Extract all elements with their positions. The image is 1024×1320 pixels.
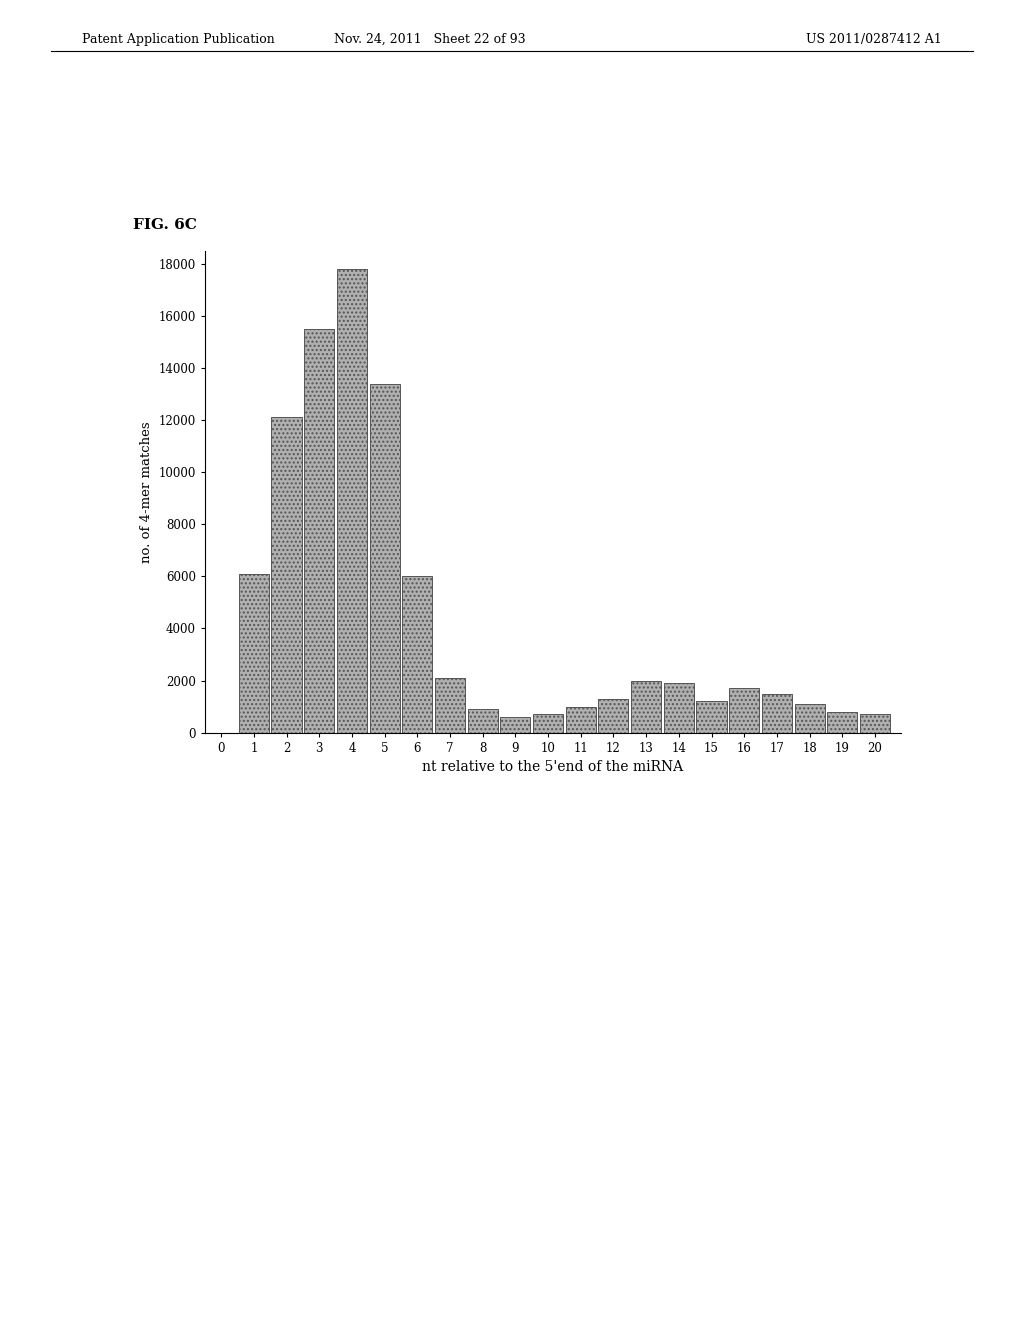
Bar: [565, 706, 596, 733]
Bar: [435, 678, 465, 733]
Bar: [402, 577, 432, 733]
Bar: [468, 709, 498, 733]
Text: Nov. 24, 2011   Sheet 22 of 93: Nov. 24, 2011 Sheet 22 of 93: [334, 33, 526, 46]
Bar: [337, 269, 367, 733]
Text: Patent Application Publication: Patent Application Publication: [82, 33, 274, 46]
Bar: [860, 714, 890, 733]
Bar: [534, 714, 563, 733]
Bar: [696, 701, 727, 733]
Bar: [664, 684, 694, 733]
Text: US 2011/0287412 A1: US 2011/0287412 A1: [806, 33, 942, 46]
Bar: [501, 717, 530, 733]
Bar: [631, 681, 662, 733]
Y-axis label: no. of 4-mer matches: no. of 4-mer matches: [140, 421, 153, 562]
Bar: [598, 698, 629, 733]
Bar: [729, 688, 759, 733]
Bar: [271, 417, 301, 733]
Bar: [795, 704, 824, 733]
Bar: [370, 384, 399, 733]
X-axis label: nt relative to the 5'end of the miRNA: nt relative to the 5'end of the miRNA: [422, 760, 684, 775]
Bar: [239, 574, 269, 733]
Bar: [762, 693, 792, 733]
Bar: [304, 329, 334, 733]
Text: FIG. 6C: FIG. 6C: [133, 218, 197, 232]
Bar: [827, 711, 857, 733]
